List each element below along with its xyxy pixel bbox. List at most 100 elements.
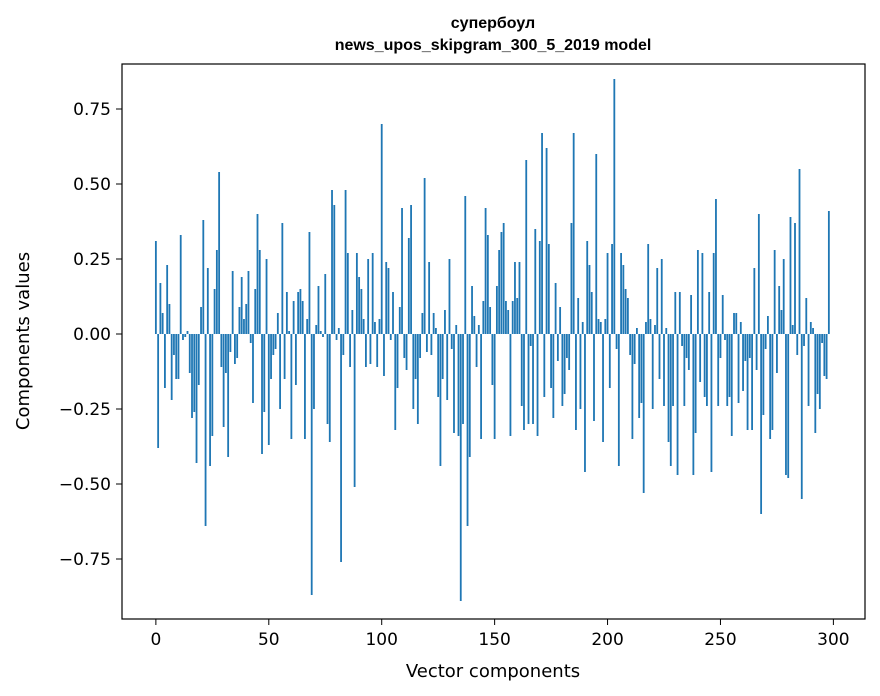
bar-34 bbox=[231, 271, 234, 334]
bar-218 bbox=[647, 244, 650, 334]
bar-287 bbox=[803, 334, 805, 346]
bar-280 bbox=[787, 334, 790, 478]
bar-169 bbox=[536, 334, 539, 436]
y-tick-label: 0.25 bbox=[73, 250, 111, 270]
bar-19 bbox=[197, 334, 200, 385]
bar-124 bbox=[435, 328, 437, 334]
bar-4 bbox=[164, 334, 166, 388]
bar-242 bbox=[701, 253, 704, 334]
bar-99 bbox=[378, 319, 381, 334]
bar-96 bbox=[371, 253, 374, 334]
bar-253 bbox=[726, 334, 729, 406]
bar-190 bbox=[584, 334, 586, 472]
bar-177 bbox=[554, 283, 557, 334]
bar-129 bbox=[446, 334, 449, 400]
x-tick-label: 50 bbox=[258, 630, 280, 650]
bar-285 bbox=[798, 169, 801, 334]
bar-21 bbox=[202, 220, 205, 334]
y-axis-label: Components values bbox=[13, 252, 34, 430]
bar-33 bbox=[229, 334, 232, 352]
bar-215 bbox=[640, 334, 643, 403]
bar-40 bbox=[245, 304, 248, 334]
x-axis-label: Vector components bbox=[406, 661, 580, 682]
bar-141 bbox=[473, 316, 476, 334]
bar-58 bbox=[285, 292, 288, 334]
bar-281 bbox=[789, 217, 792, 334]
bar-134 bbox=[457, 334, 460, 436]
bar-127 bbox=[441, 334, 444, 379]
bar-161 bbox=[518, 262, 521, 334]
bar-143 bbox=[477, 325, 480, 334]
bar-117 bbox=[419, 334, 422, 358]
bar-107 bbox=[396, 334, 399, 388]
bar-38 bbox=[240, 277, 243, 334]
bar-37 bbox=[238, 307, 241, 334]
bar-210 bbox=[629, 334, 632, 355]
bar-221 bbox=[654, 325, 656, 334]
bar-246 bbox=[710, 334, 713, 472]
bar-295 bbox=[821, 334, 823, 343]
y-tick-label: −0.50 bbox=[59, 475, 111, 495]
bar-273 bbox=[771, 334, 774, 430]
bar-57 bbox=[283, 334, 286, 379]
bar-185 bbox=[572, 133, 575, 334]
bar-217 bbox=[645, 322, 647, 334]
bar-289 bbox=[807, 334, 810, 406]
bar-18 bbox=[195, 334, 198, 463]
bar-286 bbox=[800, 334, 803, 499]
bar-87 bbox=[351, 310, 354, 334]
bar-175 bbox=[550, 334, 552, 388]
bar-250 bbox=[719, 334, 722, 358]
bar-235 bbox=[685, 334, 688, 358]
bar-98 bbox=[376, 334, 379, 367]
bar-164 bbox=[525, 160, 528, 334]
bar-140 bbox=[471, 286, 473, 334]
bar-142 bbox=[475, 334, 478, 367]
bar-90 bbox=[358, 277, 361, 334]
bar-225 bbox=[663, 334, 665, 406]
x-tick-label: 200 bbox=[591, 630, 623, 650]
bar-239 bbox=[694, 334, 697, 433]
bar-200 bbox=[606, 253, 609, 334]
chart-title: супербоул bbox=[451, 15, 535, 32]
bar-81 bbox=[337, 328, 340, 334]
bar-152 bbox=[498, 250, 501, 334]
bar-298 bbox=[827, 211, 830, 334]
bar-149 bbox=[491, 334, 494, 385]
bar-94 bbox=[367, 259, 370, 334]
bar-268 bbox=[760, 334, 763, 514]
bar-80 bbox=[335, 334, 338, 340]
bar-230 bbox=[674, 292, 677, 334]
bar-46 bbox=[258, 250, 261, 334]
y-tick-label: −0.25 bbox=[59, 400, 111, 420]
bar-262 bbox=[746, 334, 749, 430]
bar-276 bbox=[778, 286, 781, 334]
bar-10 bbox=[177, 334, 180, 379]
x-axis-ticks: 0 50 100 150 200 250 300 bbox=[150, 619, 850, 650]
bar-28 bbox=[218, 172, 221, 334]
bar-56 bbox=[281, 223, 284, 334]
bar-224 bbox=[660, 259, 663, 334]
bar-71 bbox=[315, 325, 318, 334]
bar-255 bbox=[730, 334, 733, 436]
bar-41 bbox=[247, 271, 250, 334]
bar-191 bbox=[586, 241, 589, 334]
bar-112 bbox=[407, 238, 410, 334]
bar-148 bbox=[489, 307, 492, 334]
bar-42 bbox=[249, 334, 252, 343]
bar-52 bbox=[272, 334, 275, 355]
bar-243 bbox=[703, 334, 706, 397]
bar-83 bbox=[342, 334, 345, 355]
bar-176 bbox=[552, 334, 555, 418]
bar-47 bbox=[261, 334, 263, 454]
bar-139 bbox=[468, 334, 471, 457]
bar-271 bbox=[766, 316, 769, 334]
bar-17 bbox=[193, 334, 196, 412]
bar-178 bbox=[556, 334, 559, 361]
bar-284 bbox=[796, 334, 799, 355]
bar-2 bbox=[159, 283, 162, 334]
bar-48 bbox=[263, 334, 266, 412]
bar-157 bbox=[509, 334, 512, 436]
bar-84 bbox=[344, 190, 347, 334]
bar-35 bbox=[234, 334, 236, 364]
